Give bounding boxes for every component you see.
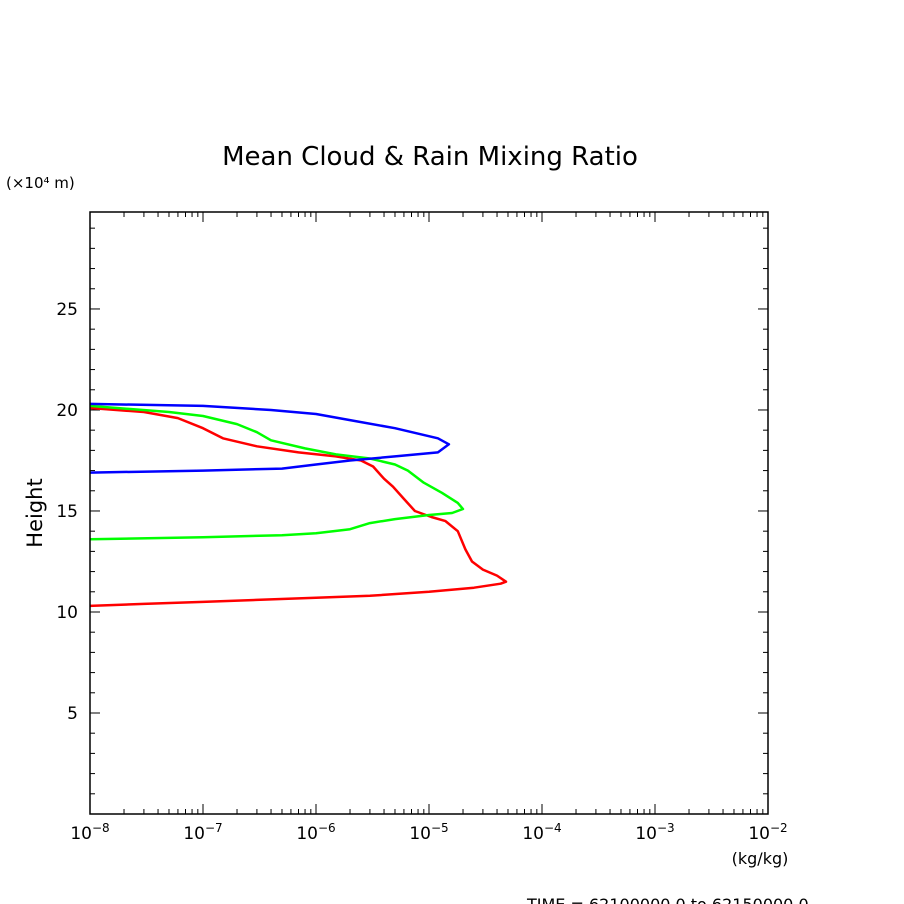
x-tick-label: 10−6 bbox=[296, 821, 335, 844]
y-tick-label: 10 bbox=[56, 603, 78, 623]
series-lines bbox=[90, 402, 508, 608]
x-tick-label: 10−8 bbox=[70, 821, 109, 844]
y-unit-label: (×10⁴ m) bbox=[6, 174, 75, 192]
y-tick-label: 25 bbox=[56, 300, 78, 320]
chart-title: Mean Cloud & Rain Mixing Ratio bbox=[222, 142, 638, 172]
x-tick-label: 10−7 bbox=[183, 821, 222, 844]
x-tick-label: 10−5 bbox=[409, 821, 448, 844]
y-tick-label: 15 bbox=[56, 502, 78, 522]
tick-labels: 10−8 10−7 10−6 10−5 10−4 10−3 10−2 5 10 15 20 25 bbox=[56, 300, 787, 844]
x-tick-label: 10−2 bbox=[748, 821, 787, 844]
axis-ticks bbox=[89, 212, 769, 814]
y-axis-label: Height bbox=[23, 478, 47, 547]
x-tick-label: 10−3 bbox=[635, 821, 674, 844]
x-tick-label: 10−4 bbox=[522, 821, 561, 844]
y-tick-label: 20 bbox=[56, 401, 78, 421]
series-line-3 bbox=[90, 402, 451, 474]
series-line-2 bbox=[90, 404, 465, 541]
time-footer: TIME = 62100000.0 to 62150000.0 bbox=[526, 895, 809, 904]
series-line-1 bbox=[90, 406, 508, 608]
y-tick-label: 5 bbox=[67, 704, 78, 724]
plot-frame bbox=[89, 211, 769, 815]
x-axis-label: (kg/kg) bbox=[732, 849, 789, 868]
